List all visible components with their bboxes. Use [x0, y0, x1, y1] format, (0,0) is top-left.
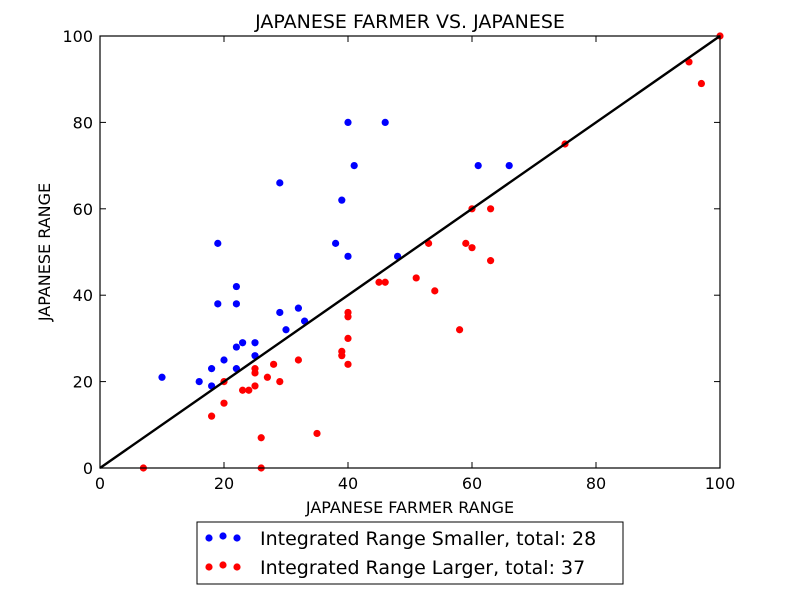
diagonal-reference-line: [99, 35, 721, 469]
x-tick-label-60: 60: [462, 474, 482, 493]
series-2-point-5: [239, 386, 247, 394]
series-1-point-10: [232, 343, 240, 351]
legend-label-1: Integrated Range Smaller, total: 28: [260, 528, 596, 550]
series-1-point-13: [251, 339, 259, 347]
series-2-point-37: [338, 352, 346, 360]
x-tick-label-100: 100: [705, 474, 736, 493]
series-2-point-14: [276, 378, 284, 386]
series-2: [139, 32, 724, 472]
series-1-point-23: [344, 252, 352, 260]
series-1-point-20: [332, 239, 340, 247]
series-1-point-28: [505, 162, 513, 170]
y-tick-label-20: 20: [73, 373, 93, 392]
y-tick-label-0: 0: [83, 459, 93, 478]
legend-marker-1-1: [205, 534, 213, 542]
y-tick-label-60: 60: [73, 200, 93, 219]
series-1-point-25: [381, 118, 389, 126]
series-2-point-25: [431, 287, 439, 295]
series-1-point-12: [239, 339, 247, 347]
legend-label-2: Integrated Range Larger, total: 37: [260, 557, 585, 579]
series-2-point-30: [487, 205, 495, 213]
series-2-point-2: [208, 412, 216, 420]
series-2-point-13: [270, 360, 278, 368]
series-2-point-8: [251, 369, 259, 377]
x-tick-label-80: 80: [586, 474, 606, 493]
y-axis-ticks: 0 20 40 60 80 100: [62, 27, 720, 478]
chart-title: JAPANESE FARMER VS. JAPANESE: [254, 11, 565, 33]
series-2-point-6: [245, 386, 253, 394]
series-2-point-23: [412, 274, 420, 282]
legend-frame: [196, 521, 624, 585]
data-marks: [139, 32, 724, 472]
x-tick-label-20: 20: [214, 474, 234, 493]
series-2-point-31: [487, 257, 495, 265]
series-1-point-27: [474, 162, 482, 170]
series-2-point-36: [381, 278, 389, 286]
series-2-point-27: [462, 239, 470, 247]
series-1-point-9: [232, 300, 240, 308]
series-2-point-29: [468, 244, 476, 252]
series-1-point-21: [338, 196, 346, 204]
series-1-point-16: [276, 308, 284, 317]
legend-item-2: Integrated Range Larger, total: 37: [205, 557, 585, 579]
series-2-point-26: [456, 326, 464, 334]
series-2-point-20: [344, 334, 352, 342]
series-2-point-16: [313, 429, 321, 438]
series-2-point-34: [697, 79, 706, 88]
legend-items: Integrated Range Smaller, total: 28 Integ…: [205, 528, 596, 579]
series-1-point-2: [195, 378, 203, 386]
series-1-point-7: [220, 356, 228, 364]
series-1-point-6: [214, 300, 222, 308]
series-2-point-4: [220, 399, 228, 407]
reference-line-group: [99, 35, 721, 469]
series-2-point-10: [257, 434, 265, 442]
legend-item-1: Integrated Range Smaller, total: 28: [205, 528, 596, 550]
x-tick-label-40: 40: [338, 474, 358, 493]
x-axis-ticks: 0 20 40 60 80 100: [95, 36, 735, 493]
series-1-point-5: [214, 239, 222, 247]
y-tick-label-100: 100: [62, 27, 93, 46]
series-1-point-17: [282, 326, 290, 334]
legend-marker-2-3: [233, 563, 241, 571]
series-1-point-18: [294, 304, 302, 312]
y-tick-label-40: 40: [73, 286, 93, 305]
x-tick-label-0: 0: [95, 474, 105, 493]
legend: Integrated Range Smaller, total: 28 Integ…: [196, 521, 624, 585]
y-tick-label-80: 80: [73, 113, 93, 132]
series-2-point-21: [344, 360, 352, 368]
x-axis-label: JAPANESE FARMER RANGE: [305, 498, 514, 517]
series-1-point-24: [350, 162, 358, 170]
series-1-point-15: [276, 179, 284, 187]
legend-marker-1-3: [233, 534, 241, 542]
series-1-point-1: [158, 373, 166, 381]
legend-marker-2-2: [219, 561, 227, 569]
series-1-point-3: [208, 365, 216, 373]
series-1-point-8: [232, 282, 240, 291]
series-2-point-15: [294, 356, 302, 364]
series-2-point-12: [263, 373, 271, 381]
series-1-point-22: [344, 118, 352, 126]
legend-marker-2-1: [205, 563, 213, 571]
plot-area-frame: [99, 35, 721, 469]
series-1: [158, 118, 513, 390]
series-2-point-19: [344, 313, 352, 321]
series-2-point-9: [251, 382, 259, 390]
y-axis-label: JAPANESE RANGE: [35, 183, 54, 322]
legend-marker-1-2: [219, 532, 227, 540]
series-2-point-22: [375, 278, 383, 286]
